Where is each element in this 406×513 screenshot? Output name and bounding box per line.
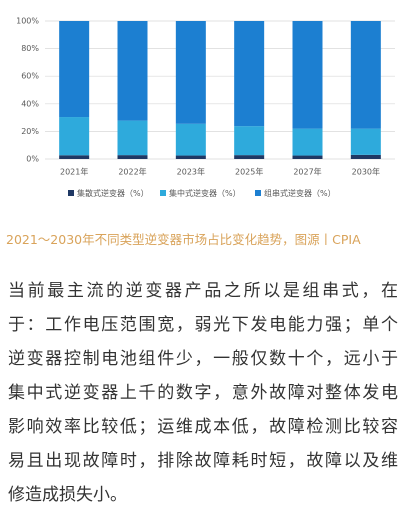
text-line: 集中式逆变器上千的数字，意外故障对整体发电 (8, 383, 398, 403)
y-tick-label: 0% (26, 155, 39, 164)
chart: 0% 20% 40% 60% 80% 100% 2021年 2022年 2023年 2025年 20… (16, 17, 395, 198)
bar-segment (175, 155, 206, 159)
text-line: 当前最主流的逆变器产品之所以是组串式，在 (8, 281, 398, 301)
bar-segment (350, 154, 381, 159)
legend-swatch (68, 190, 74, 196)
y-tick-label: 40% (21, 99, 39, 108)
bar-segment (234, 126, 265, 156)
y-tick-label: 60% (21, 72, 39, 81)
bar-segment (292, 128, 323, 156)
legend-label: 集散式逆变器（%） (77, 188, 149, 198)
text-line: 影响效率比较低；运维成本低，故障检测比较容 (8, 417, 398, 437)
text-line: 逆变器控制电池组件少，一般仅数十个，远小于 (8, 349, 398, 369)
caption: 2021～2030年不同类型逆变器市场占比变化趋势，图源丨CPIA (6, 232, 361, 247)
bar-segment (117, 155, 148, 159)
body-text: 当前最主流的逆变器产品之所以是组串式，在 于：工作电压范围宽，弱光下发电能力强；单… (8, 274, 398, 512)
y-tick-label: 80% (21, 44, 39, 53)
text-line: 于：工作电压范围宽，弱光下发电能力强；单个 (8, 315, 398, 335)
x-tick-label: 2022年 (118, 167, 146, 177)
legend-label: 集中式逆变器（%） (169, 188, 241, 198)
y-tick-label: 20% (21, 127, 39, 136)
legend-swatch (255, 190, 261, 196)
bar-segment (117, 21, 148, 121)
text-line: 易且出现故障时，排除故障耗时短，故障以及维 (8, 451, 398, 471)
bar-segment (234, 155, 265, 159)
bar-segment (292, 155, 323, 159)
x-tick-label: 2023年 (177, 167, 205, 177)
x-tick-label: 2030年 (352, 167, 380, 177)
bar-segment (350, 21, 381, 129)
x-tick-label: 2021年 (60, 167, 88, 177)
x-tick-label: 2027年 (293, 167, 321, 177)
bar-segment (234, 21, 265, 127)
legend-label: 组串式逆变器（%） (264, 188, 336, 198)
bar-segment (117, 120, 148, 156)
bar-segment (175, 21, 206, 124)
x-tick-label: 2025年 (235, 167, 263, 177)
bar-segment (292, 21, 323, 129)
bar-segment (59, 117, 90, 156)
bar-segment (59, 21, 90, 118)
bar-segment (350, 128, 381, 155)
bar-segment (59, 155, 90, 159)
y-tick-label: 100% (16, 17, 39, 26)
text-line: 修造成损失小。 (8, 485, 127, 505)
legend-swatch (160, 190, 166, 196)
bar-segment (175, 123, 206, 156)
